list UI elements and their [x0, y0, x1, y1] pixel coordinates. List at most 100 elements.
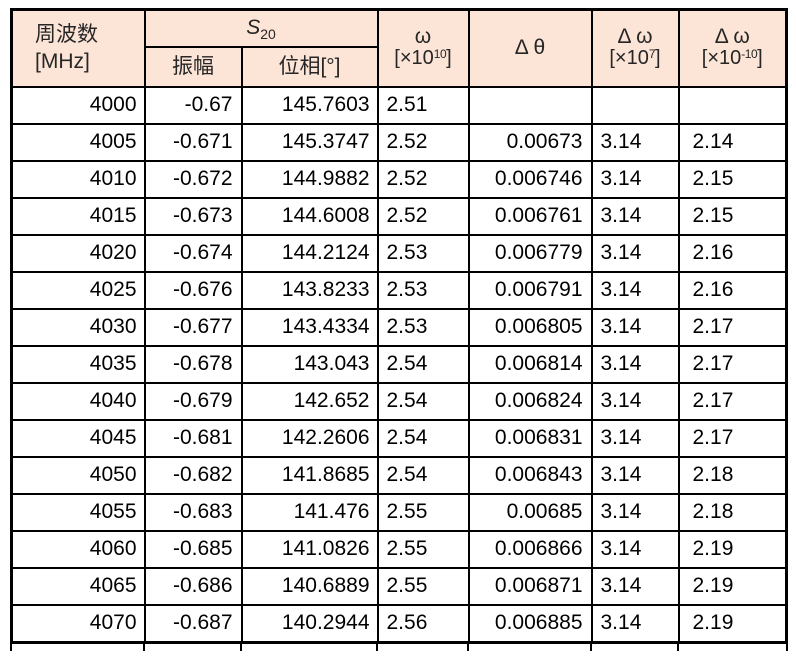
cell-delta-omega-e7[interactable]: 3.14 — [590, 418, 680, 458]
cell-phase[interactable]: 142.652 — [240, 381, 379, 421]
cell-delta-omega-e-10[interactable]: 2.18 — [677, 492, 788, 532]
header-frequency[interactable]: 周波数 [MHz] — [10, 8, 146, 88]
cell-amplitude[interactable]: -0.671 — [143, 122, 243, 162]
cell-delta-omega-e7[interactable]: 3.14 — [590, 196, 680, 236]
cell-delta-omega-e-10[interactable]: 2.19 — [677, 566, 788, 606]
cell-omega[interactable]: 2.54 — [376, 418, 470, 458]
cell-phase[interactable]: 143.8233 — [240, 270, 379, 310]
cell-omega[interactable]: 2.55 — [376, 566, 470, 606]
cell-phase[interactable]: 145.7603 — [240, 85, 379, 125]
cell-delta-omega-e-10[interactable]: 2.14 — [677, 122, 788, 162]
cell-delta-theta[interactable]: 0.00685 — [467, 492, 593, 532]
cell-delta-omega-e-10[interactable]: 2.19 — [677, 603, 788, 643]
cell-amplitude[interactable]: -0.677 — [143, 307, 243, 347]
cell-delta-theta[interactable]: 0.006779 — [467, 233, 593, 273]
cell-delta-omega-e-10[interactable]: 2.15 — [677, 159, 788, 199]
cell-phase[interactable]: 144.9882 — [240, 159, 379, 199]
cell-phase[interactable]: 143.4334 — [240, 307, 379, 347]
cell-delta-omega-e-10[interactable]: 2.18 — [677, 455, 788, 495]
cell-delta-theta[interactable]: 0.006746 — [467, 159, 593, 199]
cell-phase[interactable]: 143.043 — [240, 344, 379, 384]
cell-frequency[interactable]: 4040 — [10, 381, 146, 421]
cell-phase[interactable]: 141.8685 — [240, 455, 379, 495]
cell-omega[interactable]: 2.52 — [376, 122, 470, 162]
cell-frequency[interactable]: 4030 — [10, 307, 146, 347]
cell-omega[interactable]: 2.52 — [376, 196, 470, 236]
cell-delta-omega-e7[interactable]: 3.14 — [590, 455, 680, 495]
header-amplitude[interactable]: 振幅 — [143, 45, 243, 88]
cell-omega[interactable]: 2.53 — [376, 270, 470, 310]
cell-delta-theta[interactable]: 0.006866 — [467, 529, 593, 569]
cell-omega[interactable]: 2.53 — [376, 233, 470, 273]
cell-frequency[interactable]: 4035 — [10, 344, 146, 384]
cell-frequency[interactable]: 4015 — [10, 196, 146, 236]
cell-delta-omega-e-10[interactable]: 2.17 — [677, 344, 788, 384]
cell-delta-omega-e-10[interactable]: 2.19 — [677, 529, 788, 569]
cell-delta-theta[interactable]: 0.006805 — [467, 307, 593, 347]
header-delta-omega-e7[interactable]: Δ ω [×107] — [590, 8, 680, 88]
cell-phase[interactable]: 140.2944 — [240, 603, 379, 643]
cell-amplitude[interactable]: -0.673 — [143, 196, 243, 236]
cell-phase[interactable]: 144.6008 — [240, 196, 379, 236]
cell-delta-theta[interactable]: 0.006831 — [467, 418, 593, 458]
cell-delta-omega-e7[interactable]: 3.14 — [590, 270, 680, 310]
cell-amplitude[interactable]: -0.679 — [143, 381, 243, 421]
cell-frequency[interactable]: 4025 — [10, 270, 146, 310]
cell-phase[interactable]: 142.2606 — [240, 418, 379, 458]
cell-amplitude[interactable]: -0.681 — [143, 418, 243, 458]
cell-phase[interactable]: 140.6889 — [240, 566, 379, 606]
cell-delta-omega-e7[interactable]: 3.14 — [590, 344, 680, 384]
cell-delta-theta[interactable]: 0.006814 — [467, 344, 593, 384]
cell-frequency[interactable]: 4050 — [10, 455, 146, 495]
cell-delta-theta[interactable]: 0.006871 — [467, 566, 593, 606]
cell-delta-omega-e7[interactable]: 3.14 — [590, 122, 680, 162]
cell-phase[interactable]: 144.2124 — [240, 233, 379, 273]
cell-amplitude[interactable]: -0.686 — [143, 566, 243, 606]
cell-delta-omega-e-10[interactable]: 2.17 — [677, 381, 788, 421]
cell-omega[interactable]: 2.56 — [376, 603, 470, 643]
cell-omega[interactable]: 2.55 — [376, 492, 470, 532]
cell-omega[interactable]: 2.55 — [376, 529, 470, 569]
header-s20[interactable]: S20 — [143, 8, 379, 48]
cell-frequency[interactable]: 4000 — [10, 85, 146, 125]
cell-frequency[interactable]: 4060 — [10, 529, 146, 569]
cell-delta-omega-e7[interactable]: 3.14 — [590, 492, 680, 532]
cell-omega[interactable]: 2.54 — [376, 344, 470, 384]
cell-amplitude[interactable]: -0.67 — [143, 85, 243, 125]
cell-amplitude[interactable]: -0.676 — [143, 270, 243, 310]
cell-delta-theta[interactable]: 0.006885 — [467, 603, 593, 643]
cell-omega[interactable]: 2.53 — [376, 307, 470, 347]
cell-frequency[interactable]: 4010 — [10, 159, 146, 199]
cell-delta-theta[interactable]: 0.006824 — [467, 381, 593, 421]
cell-frequency[interactable]: 4045 — [10, 418, 146, 458]
cell-frequency[interactable]: 4065 — [10, 566, 146, 606]
cell-frequency[interactable]: 4020 — [10, 233, 146, 273]
cell-omega[interactable]: 2.54 — [376, 455, 470, 495]
cell-delta-omega-e7[interactable]: 3.14 — [590, 566, 680, 606]
cell-delta-theta[interactable]: 0.006761 — [467, 196, 593, 236]
cell-omega[interactable]: 2.51 — [376, 85, 470, 125]
cell-delta-omega-e-10[interactable]: 2.16 — [677, 233, 788, 273]
header-omega[interactable]: ω [×1010] — [376, 8, 470, 88]
cell-amplitude[interactable]: -0.683 — [143, 492, 243, 532]
cell-omega[interactable]: 2.52 — [376, 159, 470, 199]
cell-amplitude[interactable]: -0.678 — [143, 344, 243, 384]
cell-amplitude[interactable]: -0.672 — [143, 159, 243, 199]
cell-amplitude[interactable]: -0.674 — [143, 233, 243, 273]
header-delta-theta[interactable]: Δ θ — [467, 8, 593, 88]
cell-delta-omega-e-10[interactable]: 2.15 — [677, 196, 788, 236]
cell-delta-theta[interactable]: 0.006843 — [467, 455, 593, 495]
cell-frequency[interactable]: 4070 — [10, 603, 146, 643]
cell-amplitude[interactable]: -0.687 — [143, 603, 243, 643]
cell-delta-omega-e7[interactable]: 3.14 — [590, 233, 680, 273]
cell-amplitude[interactable]: -0.682 — [143, 455, 243, 495]
cell-delta-omega-e7[interactable]: 3.14 — [590, 159, 680, 199]
cell-delta-omega-e7[interactable]: 3.14 — [590, 307, 680, 347]
header-phase[interactable]: 位相[°] — [240, 45, 379, 88]
cell-delta-omega-e-10[interactable]: 2.17 — [677, 307, 788, 347]
cell-delta-theta[interactable]: 0.006791 — [467, 270, 593, 310]
cell-delta-theta[interactable] — [467, 85, 593, 125]
cell-delta-omega-e7[interactable]: 3.14 — [590, 603, 680, 643]
cell-omega[interactable]: 2.54 — [376, 381, 470, 421]
cell-phase[interactable]: 141.476 — [240, 492, 379, 532]
